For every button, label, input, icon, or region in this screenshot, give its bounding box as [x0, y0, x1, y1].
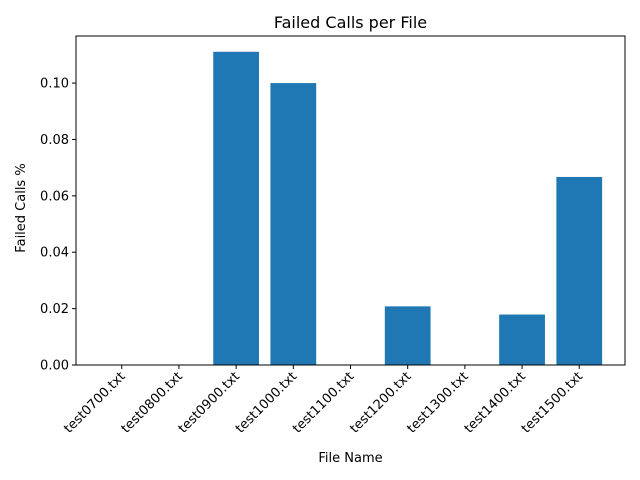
bar-test1400.txt: [499, 314, 545, 365]
plot-frame: [75, 35, 626, 366]
x-axis: test0700.txttest0800.txttest0900.txttest…: [61, 365, 586, 436]
chart-title: Failed Calls per File: [274, 13, 427, 32]
y-axis: 0.00 0.02 0.04 0.06 0.08 0.10: [40, 77, 76, 374]
x-axis-label: File Name: [318, 451, 382, 466]
bar-test0900.txt: [213, 51, 259, 365]
y-tick-label: 0.02: [40, 302, 69, 317]
y-tick-label: 0.00: [40, 359, 69, 374]
bar-test1500.txt: [556, 176, 603, 365]
bars: [213, 51, 603, 365]
y-tick-label: 0.04: [40, 246, 69, 261]
y-tick-label: 0.10: [40, 77, 69, 92]
bar-test1000.txt: [270, 83, 317, 365]
y-axis-label: Failed Calls %: [14, 163, 29, 252]
bar-test1200.txt: [384, 306, 431, 365]
y-tick-label: 0.06: [40, 189, 69, 204]
y-tick-label: 0.08: [40, 133, 69, 148]
x-tick-label: test1500.txt: [519, 369, 586, 436]
